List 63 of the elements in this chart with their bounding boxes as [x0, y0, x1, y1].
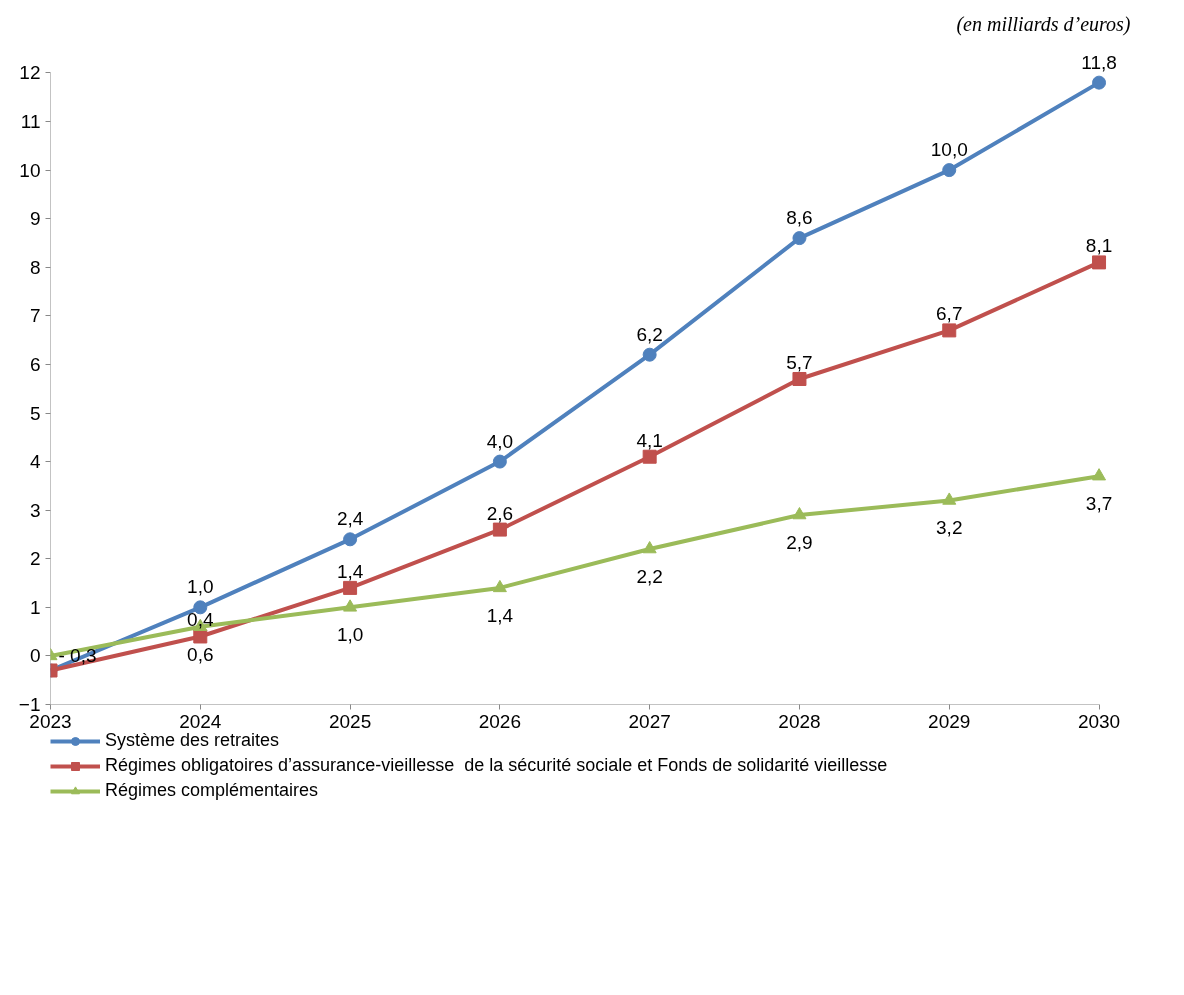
- data-label: 2,4: [336, 508, 364, 530]
- point: [343, 580, 358, 595]
- point: [343, 532, 358, 547]
- point: [492, 522, 507, 537]
- x-tick-label: 2024: [179, 710, 222, 732]
- y-tick-label: 6: [29, 353, 41, 375]
- data-label: 3,7: [1085, 493, 1113, 515]
- point: [792, 507, 807, 520]
- point: [492, 454, 507, 469]
- data-label: 1,4: [486, 604, 514, 626]
- data-label: 11,8: [1081, 51, 1117, 73]
- x-tick-label: 2029: [928, 710, 971, 732]
- y-tick-label: 4: [29, 451, 41, 473]
- point: [642, 347, 657, 362]
- point: [1092, 255, 1107, 270]
- y-tick-label: 8: [29, 256, 41, 278]
- point: [942, 492, 957, 505]
- x-tick-label: 2028: [778, 710, 821, 732]
- point: [492, 579, 507, 593]
- text: (en milliards d’euros): [956, 12, 1131, 36]
- data-label: 2,2: [636, 566, 663, 588]
- legend-label: Régimes complémentaires: [105, 780, 319, 801]
- data-label: 3,2: [936, 517, 963, 539]
- data-label: 6,7: [936, 303, 963, 325]
- point: [642, 541, 657, 554]
- x-tick-label: 2026: [478, 710, 522, 732]
- data-label: 4,1: [636, 429, 663, 451]
- y-tick-label: 12: [19, 62, 41, 84]
- data-label: 2,6: [486, 502, 514, 524]
- point: [792, 231, 807, 246]
- data-label: 6,2: [636, 323, 663, 345]
- point: [343, 599, 358, 612]
- x-tick-label: 2025: [328, 710, 372, 732]
- data-label: 8,1: [1085, 235, 1113, 257]
- point: [642, 449, 657, 464]
- data-label: 5,7: [786, 351, 813, 373]
- data-label: 10,0: [930, 139, 968, 161]
- data-label: 8,6: [786, 207, 813, 229]
- x-tick-label: 2030: [1077, 710, 1121, 732]
- y-tick-label: 3: [29, 499, 41, 521]
- legend-label: Système des retraites: [105, 730, 280, 751]
- data-label: 4,0: [486, 430, 514, 452]
- data-label: 1,0: [187, 576, 214, 598]
- y-tick-label: 2: [29, 548, 41, 570]
- y-tick-label: 10: [19, 159, 41, 181]
- y-tick-label: 0: [29, 645, 41, 667]
- data-label: 1,0: [336, 624, 364, 646]
- point: [942, 163, 957, 178]
- data-label: 1,4: [336, 560, 364, 582]
- y-tick-label: 7: [29, 305, 41, 327]
- y-tick-label: 11: [20, 111, 41, 132]
- legend-label: Régimes obligatoires d’assurance-vieillesse de la sécurité sociale et Fonds de solidarité vieillesse: [105, 755, 888, 776]
- point: [942, 323, 957, 338]
- point: [1092, 468, 1107, 481]
- y-tick-label: 1: [29, 596, 41, 618]
- y-tick-label: 9: [29, 208, 41, 230]
- point: [792, 371, 807, 386]
- data-label: 2,9: [786, 532, 813, 554]
- x-tick-label: 2027: [628, 710, 671, 732]
- point: [1092, 75, 1107, 90]
- y-tick-label: 5: [29, 402, 41, 424]
- data-label: 0,6: [187, 643, 214, 665]
- point: [193, 629, 208, 644]
